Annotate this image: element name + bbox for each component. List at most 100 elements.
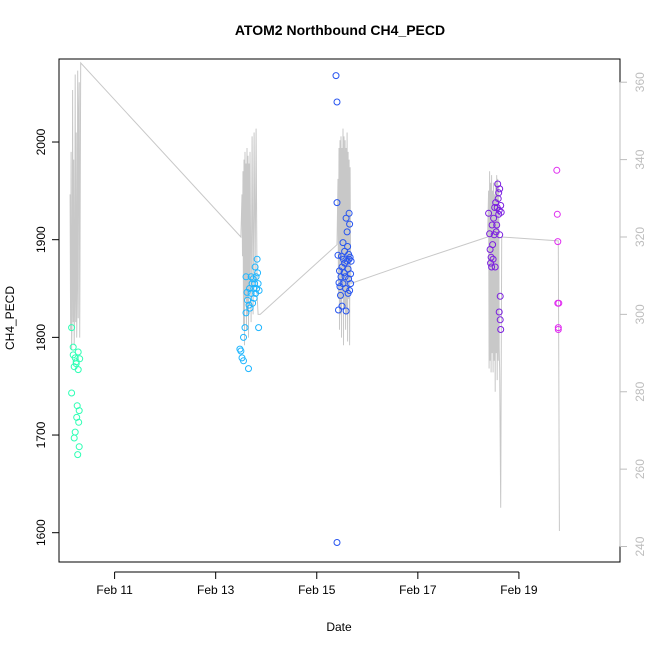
- data-point-s2-9: [337, 291, 344, 299]
- data-point-s1-17: [249, 299, 257, 307]
- data-point-s3-7: [489, 241, 497, 249]
- data-point-s2-34: [346, 287, 354, 294]
- secondary-line: [69, 61, 560, 532]
- data-point-s2-2: [333, 199, 341, 207]
- data-point-s3-25: [496, 316, 504, 324]
- x-tick-label-4: Feb 19: [500, 583, 538, 597]
- data-point-s0-7: [71, 428, 79, 436]
- data-point-s3-9: [490, 214, 498, 222]
- data-point-s4-5: [554, 326, 562, 333]
- axis-layer: Feb 11 Feb 13 Feb 15 Feb 17 Feb 19 1600 1700 18…: [34, 72, 647, 597]
- data-point-s3-27: [497, 202, 505, 209]
- data-point-s3-4: [487, 253, 495, 261]
- data-point-s0-18: [76, 355, 84, 363]
- x-tick-label-3: Feb 17: [399, 583, 437, 597]
- data-point-s0-15: [75, 418, 83, 426]
- y2-tick-label-0: 240: [633, 536, 647, 556]
- y-tick-label-3: 1900: [34, 226, 48, 253]
- y2-tick-label-3: 300: [633, 304, 647, 324]
- y-tick-label-1: 1700: [34, 421, 48, 448]
- x-axis-label: Date: [326, 620, 352, 634]
- x-tick-label-1: Feb 13: [197, 583, 235, 597]
- data-point-s3-15: [493, 221, 501, 229]
- data-point-s1-30: [255, 287, 263, 294]
- data-point-s2-20: [341, 273, 349, 281]
- data-point-s3-6: [488, 221, 496, 229]
- data-point-s3-5: [488, 263, 496, 271]
- data-point-s3-19: [495, 189, 503, 197]
- data-point-s4-2: [554, 238, 562, 246]
- data-point-s3-28: [497, 326, 505, 333]
- data-point-s0-12: [74, 451, 82, 459]
- y-tick-label-4: 2000: [34, 128, 48, 155]
- data-point-s3-26: [496, 292, 504, 300]
- data-point-s1-3: [240, 333, 247, 341]
- data-point-s0-5: [70, 434, 78, 442]
- data-point-s2-23: [342, 214, 350, 222]
- data-point-s2-35: [346, 253, 354, 261]
- y-tick-label-0: 1600: [34, 519, 48, 546]
- data-point-s3-12: [491, 263, 499, 271]
- data-point-s3-8: [489, 255, 497, 263]
- data-point-s2-14: [339, 239, 347, 247]
- data-point-s2-36: [347, 270, 355, 278]
- data-point-s2-3: [333, 539, 341, 546]
- data-point-s4-1: [553, 210, 561, 218]
- data-point-s1-1: [237, 347, 245, 355]
- data-point-s2-24: [343, 228, 351, 236]
- secondary-line-layer: [69, 61, 560, 532]
- data-point-s2-33: [346, 220, 354, 228]
- data-point-s1-10: [245, 365, 252, 373]
- data-point-s0-9: [72, 360, 80, 368]
- data-point-s2-17: [340, 269, 348, 277]
- chart-title: ATOM2 Northbound CH4_PECD: [235, 22, 445, 38]
- data-point-s0-1: [68, 389, 76, 397]
- data-point-s1-28: [254, 280, 262, 288]
- data-point-s2-6: [335, 279, 343, 287]
- data-point-s2-26: [344, 243, 352, 250]
- data-point-s1-14: [247, 273, 255, 281]
- x-tick-label-0: Feb 11: [96, 583, 133, 597]
- data-point-s0-2: [69, 343, 77, 351]
- data-point-s2-1: [333, 98, 341, 106]
- data-point-s1-26: [253, 255, 261, 263]
- data-point-s3-29: [497, 208, 505, 216]
- data-point-s2-22: [342, 307, 350, 315]
- data-point-s1-6: [242, 309, 250, 317]
- data-point-s3-24: [496, 185, 504, 193]
- data-point-s1-27: [254, 269, 262, 277]
- data-point-s4-0: [553, 166, 561, 174]
- points-layer: [68, 72, 563, 546]
- data-point-s3-21: [495, 206, 503, 214]
- y2-tick-label-6: 360: [633, 72, 647, 92]
- data-point-s1-7: [242, 273, 250, 281]
- y2-tick-label-1: 260: [633, 459, 647, 479]
- data-point-s0-17: [75, 407, 83, 415]
- data-point-s3-22: [495, 308, 503, 316]
- data-point-s2-31: [345, 209, 353, 217]
- data-point-s1-11: [245, 301, 253, 309]
- data-point-s2-38: [347, 257, 355, 265]
- data-point-s3-1: [486, 230, 494, 238]
- data-point-s3-0: [485, 209, 493, 217]
- data-point-s4-4: [554, 324, 562, 332]
- data-point-s0-16: [75, 443, 83, 451]
- data-point-s1-29: [255, 324, 263, 332]
- data-point-s2-5: [335, 306, 342, 314]
- data-point-s1-4: [240, 357, 247, 365]
- y2-tick-label-2: 280: [633, 381, 647, 401]
- data-point-s4-6: [555, 299, 563, 307]
- x-tick-label-2: Feb 15: [298, 583, 336, 597]
- data-point-s2-0: [332, 72, 340, 80]
- data-point-s1-5: [241, 324, 249, 332]
- y-axis-label: CH4_PECD: [3, 286, 17, 350]
- data-point-s0-14: [74, 366, 82, 374]
- data-point-s0-0: [68, 324, 76, 332]
- data-point-s1-24: [252, 273, 260, 281]
- y2-tick-label-4: 320: [633, 227, 647, 247]
- data-point-s1-9: [244, 296, 251, 304]
- data-point-s0-13: [74, 348, 82, 356]
- data-point-s2-4: [334, 251, 342, 259]
- y-tick-label-2: 1800: [34, 324, 48, 351]
